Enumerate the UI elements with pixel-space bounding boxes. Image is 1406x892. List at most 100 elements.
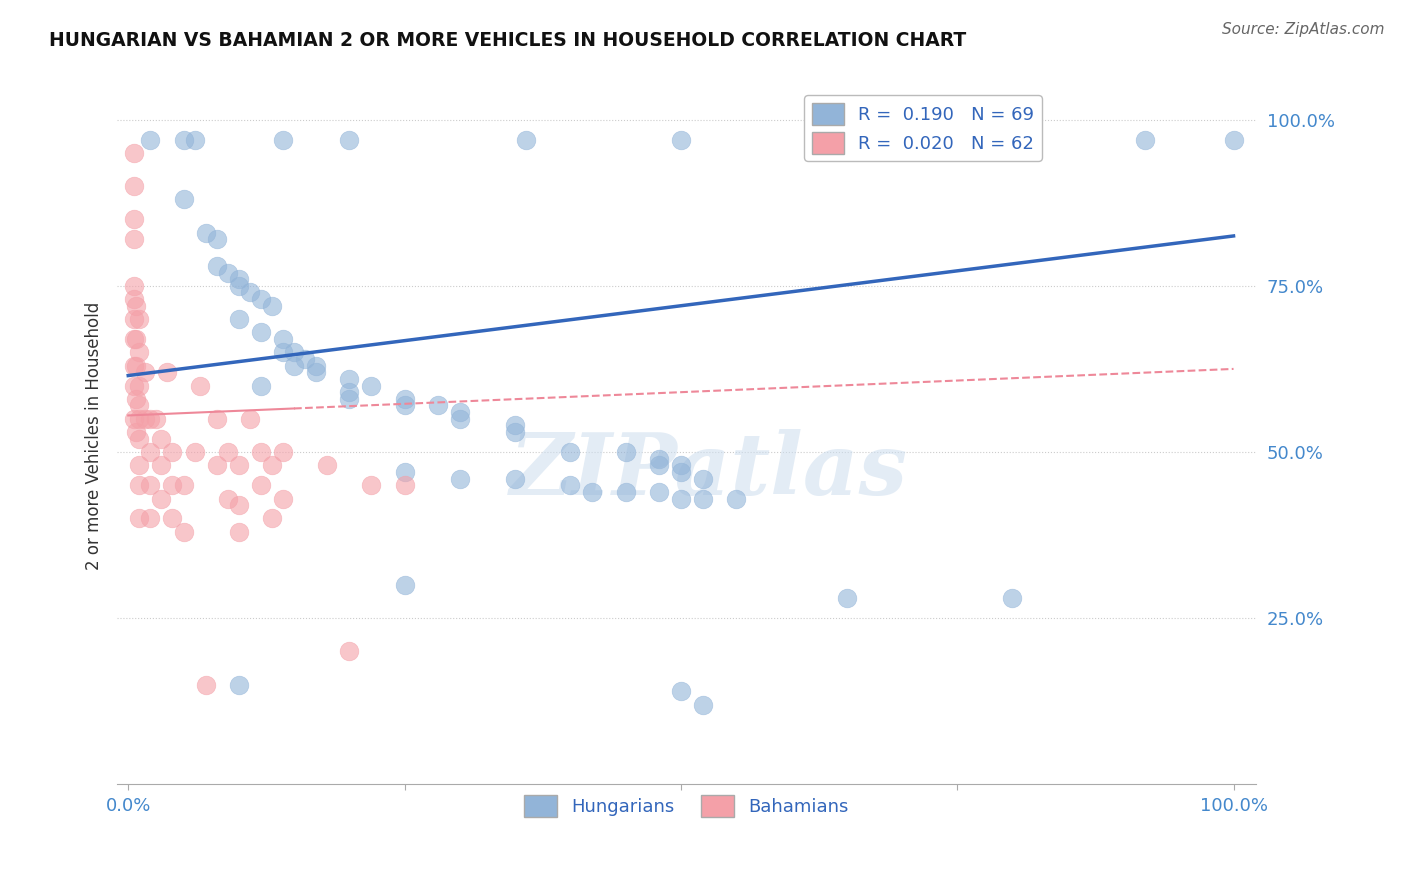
Point [150,432,173,446]
Point [271,491,294,506]
Point [139,478,162,492]
Point [217,445,239,459]
Point [260,458,283,473]
Point [122,292,145,306]
Point [150,491,173,506]
Point [337,644,360,658]
Point [503,418,526,433]
Point [1001,132,1024,146]
Point [835,591,858,606]
Point [305,365,328,379]
Point [337,132,360,146]
Point [122,332,145,346]
Point [228,272,250,286]
Point [449,411,471,425]
Point [128,432,150,446]
Point [426,399,449,413]
Point [560,478,582,492]
Point [669,491,692,506]
Point [581,484,603,499]
Point [122,145,145,160]
Point [125,332,148,346]
Point [183,132,205,146]
Point [205,458,228,473]
Point [205,411,228,425]
Point [139,411,162,425]
Point [122,232,145,246]
Point [305,359,328,373]
Point [134,365,156,379]
Point [669,465,692,479]
Point [1222,132,1244,146]
Point [228,278,250,293]
Point [162,511,184,525]
Point [134,411,156,425]
Point [239,285,262,300]
Legend: Hungarians, Bahamians: Hungarians, Bahamians [517,788,856,824]
Point [503,425,526,439]
Point [503,472,526,486]
Point [128,458,150,473]
Point [194,678,217,692]
Point [128,399,150,413]
Point [125,299,148,313]
Point [250,445,273,459]
Point [173,524,195,539]
Point [228,524,250,539]
Point [173,478,195,492]
Text: Source: ZipAtlas.com: Source: ZipAtlas.com [1222,22,1385,37]
Point [250,292,273,306]
Point [122,179,145,194]
Point [122,278,145,293]
Point [228,498,250,512]
Point [228,312,250,326]
Point [394,478,416,492]
Point [1001,591,1024,606]
Point [271,132,294,146]
Point [228,678,250,692]
Point [122,312,145,326]
Point [669,132,692,146]
Y-axis label: 2 or more Vehicles in Household: 2 or more Vehicles in Household [86,301,103,569]
Point [228,458,250,473]
Point [145,411,167,425]
Point [360,378,382,392]
Point [150,458,173,473]
Point [337,372,360,386]
Point [449,405,471,419]
Point [692,698,714,712]
Point [835,132,858,146]
Point [669,458,692,473]
Point [271,445,294,459]
Point [725,491,748,506]
Point [125,392,148,406]
Point [294,351,316,366]
Point [648,458,671,473]
Point [156,365,179,379]
Point [217,266,239,280]
Point [122,411,145,425]
Point [173,132,195,146]
Point [139,132,162,146]
Point [205,232,228,246]
Point [139,511,162,525]
Point [122,359,145,373]
Point [614,445,637,459]
Point [239,411,262,425]
Point [692,491,714,506]
Point [194,226,217,240]
Point [139,445,162,459]
Point [515,132,537,146]
Point [188,378,211,392]
Point [316,458,339,473]
Point [271,332,294,346]
Point [162,445,184,459]
Point [337,392,360,406]
Point [614,484,637,499]
Point [128,411,150,425]
Point [122,378,145,392]
Point [394,392,416,406]
Point [162,478,184,492]
Point [122,212,145,227]
Point [283,345,305,359]
